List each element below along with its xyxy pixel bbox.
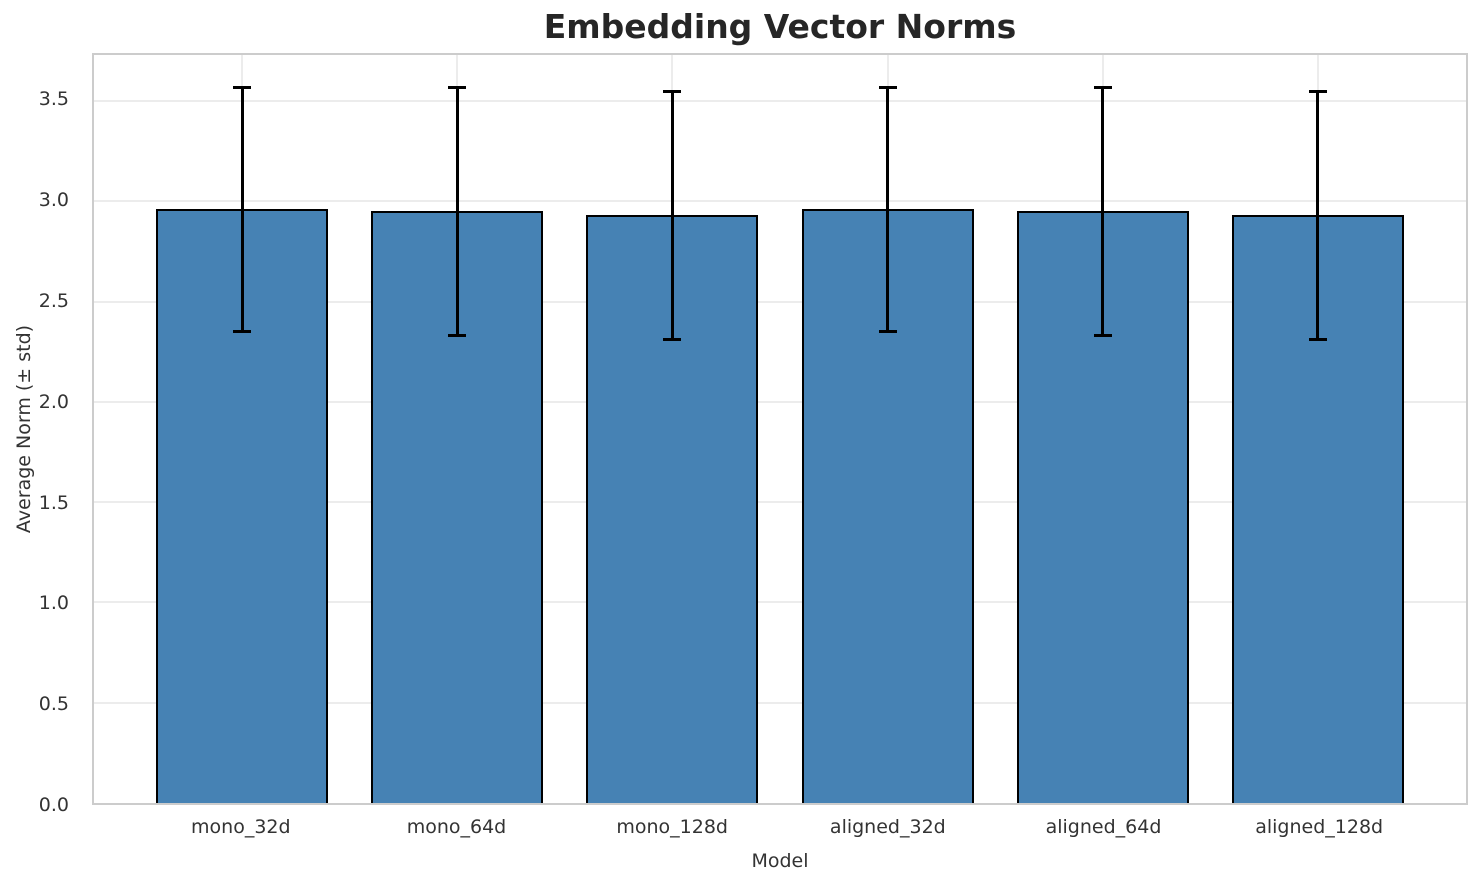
error-bar-cap — [663, 338, 682, 342]
y-tick-label: 1.0 — [38, 592, 69, 615]
plot-area — [92, 53, 1468, 805]
y-tick-label: 3.5 — [38, 88, 69, 111]
y-tick-label: 3.0 — [38, 189, 69, 212]
x-tick-label: mono_128d — [616, 816, 728, 838]
y-tick-label: 0.0 — [38, 794, 69, 816]
h-gridline — [94, 100, 1466, 103]
error-bar-cap — [1308, 89, 1327, 93]
error-bar — [1101, 87, 1105, 336]
error-bar-cap — [1093, 85, 1112, 89]
error-bar-cap — [1093, 334, 1112, 338]
error-bar-cap — [448, 334, 467, 338]
error-bar-cap — [1308, 338, 1327, 342]
error-bar — [240, 87, 244, 332]
y-tick-label: 2.5 — [38, 289, 69, 312]
error-bar — [886, 87, 890, 332]
error-bar — [670, 91, 674, 340]
h-gridline — [94, 400, 1466, 403]
error-bar-cap — [878, 330, 897, 334]
error-bar-cap — [448, 85, 467, 89]
error-bar-cap — [233, 85, 252, 89]
error-bar-cap — [233, 330, 252, 334]
error-bar-cap — [878, 85, 897, 89]
error-bar-cap — [663, 89, 682, 93]
h-gridline — [94, 300, 1466, 303]
x-tick-label: aligned_32d — [829, 816, 946, 838]
h-gridline — [94, 200, 1466, 203]
y-tick-label: 1.5 — [38, 491, 69, 514]
x-axis-label: Model — [751, 850, 809, 872]
bar — [371, 211, 544, 803]
x-tick-label: mono_32d — [191, 816, 291, 838]
h-gridline — [94, 601, 1466, 604]
error-bar — [1316, 91, 1320, 340]
x-tick-label: mono_64d — [406, 816, 507, 838]
chart-title: Embedding Vector Norms — [543, 7, 1017, 46]
x-tick-label: aligned_64d — [1045, 816, 1162, 838]
x-tick-strip: mono_32d mono_64d mono_128d aligned_32d alig… — [92, 814, 1468, 840]
y-tick-label: 2.0 — [38, 390, 69, 413]
h-gridline — [94, 701, 1466, 704]
y-tick-label: 0.5 — [38, 693, 69, 716]
error-bar — [455, 87, 459, 336]
x-tick-label: aligned_128d — [1255, 816, 1384, 838]
h-gridline — [94, 501, 1466, 504]
y-tick-strip: 0.0 0.5 1.0 1.5 2.0 2.5 3.0 3.5 — [0, 53, 69, 816]
